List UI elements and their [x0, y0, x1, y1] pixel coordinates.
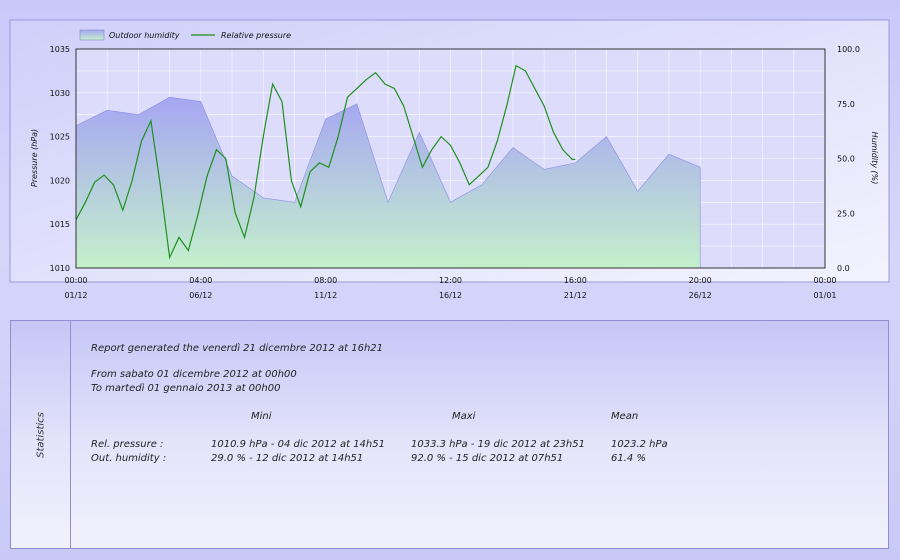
y-right-tick-label: 75.0	[837, 100, 855, 109]
y-left-tick-label: 1015	[50, 220, 70, 229]
report-to-text: To martedì 01 gennaio 2013 at 00h00	[91, 383, 281, 394]
legend: Outdoor humidity Relative pressure	[79, 29, 291, 41]
legend-pressure-label: Relative pressure	[221, 31, 291, 40]
y-left-tick-label: 1035	[50, 45, 70, 54]
x-tick-time-label: 00:00	[813, 276, 836, 285]
statistics-panel: Statistics Report generated the venerdì …	[10, 320, 889, 549]
col-header-min: Mini	[251, 411, 272, 422]
report-generated-text: Report generated the venerdì 21 dicembre…	[91, 343, 384, 354]
x-tick-time-label: 16:00	[564, 276, 587, 285]
y-right-tick-label: 25.0	[837, 209, 855, 218]
col-header-max: Maxi	[452, 411, 476, 422]
y-right-tick-label: 0.0	[837, 264, 850, 273]
y-axis-right-title: Humidity (%)	[870, 132, 879, 185]
legend-humidity-label: Outdoor humidity	[109, 31, 180, 40]
row-pressure-max: 1033.3 hPa - 19 dic 2012 at 23h51	[411, 439, 585, 450]
y-left-tick-label: 1020	[50, 176, 70, 185]
y-left-tick-label: 1010	[50, 264, 70, 273]
x-tick-time-label: 12:00	[439, 276, 462, 285]
x-tick-date-label: 11/12	[314, 291, 337, 300]
col-header-mean: Mean	[611, 411, 639, 422]
row-humidity-max: 92.0 % - 15 dic 2012 at 07h51	[411, 453, 564, 464]
row-pressure-min: 1010.9 hPa - 04 dic 2012 at 14h51	[211, 439, 385, 450]
x-tick-date-label: 16/12	[439, 291, 462, 300]
row-humidity-min: 29.0 % - 12 dic 2012 at 14h51	[211, 453, 364, 464]
chart: 00:00 01/12 04:00 06/12 08:00 11/12 12:00 16/12…	[9, 19, 890, 300]
series-humidity-area	[76, 96, 701, 268]
row-pressure-label: Rel. pressure :	[91, 439, 164, 450]
y-right-tick-label: 100.0	[837, 45, 860, 54]
row-pressure-mean: 1023.2 hPa	[611, 439, 668, 450]
x-tick-time-label: 08:00	[314, 276, 337, 285]
x-tick-date-label: 26/12	[689, 291, 712, 300]
row-humidity-mean: 61.4 %	[611, 453, 646, 464]
x-tick-date-label: 01/01	[813, 291, 836, 300]
y-axis-left-title: Pressure (hPa)	[30, 129, 39, 187]
statistics-title: Statistics	[35, 412, 47, 458]
y-left-tick-label: 1030	[50, 89, 70, 98]
x-tick-time-label: 20:00	[689, 276, 712, 285]
statistics-side-header: Statistics	[11, 321, 71, 548]
x-tick-date-label: 06/12	[189, 291, 212, 300]
report-from-text: From sabato 01 dicembre 2012 at 00h00	[91, 369, 297, 380]
legend-humidity-swatch	[79, 29, 105, 41]
y-right-tick-label: 50.0	[837, 155, 855, 164]
x-tick-date-label: 21/12	[564, 291, 587, 300]
x-tick-time-label: 04:00	[189, 276, 212, 285]
row-humidity-label: Out. humidity :	[91, 453, 167, 464]
x-tick-date-label: 01/12	[64, 291, 87, 300]
y-left-tick-label: 1025	[50, 133, 70, 142]
x-tick-time-label: 00:00	[64, 276, 87, 285]
plot-border	[75, 48, 826, 269]
series-pressure-line	[76, 64, 576, 260]
